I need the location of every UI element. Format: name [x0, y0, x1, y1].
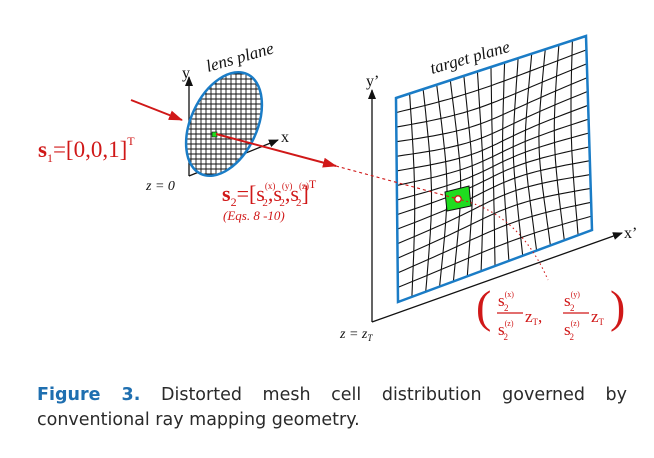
eqs-note: (Eqs. 8 -10) — [223, 208, 285, 223]
mapping-den-x: s(z) 2 — [498, 319, 514, 342]
incident-ray — [130, 99, 183, 121]
s2-label: s2=[s(x) 2,s(y) 2,s(z) 2]T — [222, 177, 317, 209]
mapping-den-y: s(z) 2 — [564, 319, 580, 342]
caption-text: Distorted mesh cell distribution governe… — [37, 385, 627, 430]
lens-y-label: y — [182, 65, 190, 82]
target-mesh-hline — [397, 201, 592, 274]
target-mesh-hline — [396, 132, 590, 201]
target-mesh-hline — [396, 90, 588, 157]
lens-rim — [184, 70, 264, 178]
caption-label: Figure 3. — [37, 385, 141, 405]
mapping-rparen: ) — [610, 281, 625, 332]
target-mesh-hline — [396, 63, 588, 128]
target-mesh-hline — [397, 187, 591, 259]
ray-mapping-diagram: lens plane target plane y x z = 0 y’ x’ … — [38, 34, 637, 343]
target-z-label: z = zT — [339, 327, 373, 343]
target-plane — [394, 34, 594, 304]
lens-z-label: z = 0 — [145, 179, 175, 194]
target-mesh-hline — [396, 104, 589, 172]
target-axes — [368, 89, 623, 323]
target-mesh — [395, 40, 592, 297]
target-y-label: y’ — [366, 73, 379, 90]
target-point — [454, 195, 462, 203]
s1-label: s1=[0,0,1]T — [38, 134, 135, 165]
target-mesh-hline — [396, 77, 588, 143]
target-x-label: x’ — [624, 225, 637, 242]
target-mesh-hline — [397, 160, 591, 230]
mapping-expression: ( s(x) 2 s(z) 2 zT, s(y) 2 s(z) 2 zT ) — [476, 281, 625, 342]
target-mesh-hline — [397, 174, 591, 245]
lens-x-label: x — [281, 129, 289, 146]
refracted-ray — [215, 133, 337, 168]
target-rim — [394, 34, 594, 304]
rays — [130, 99, 549, 281]
target-mesh-hline — [396, 118, 589, 186]
target-mesh-hline — [396, 146, 590, 216]
mapping-num-x: s(x) 2 — [498, 290, 514, 313]
target-x-axis — [371, 232, 623, 323]
lens-plane-label: lens plane — [204, 38, 276, 76]
target-mesh-hline — [397, 215, 592, 288]
mapping-num-y: s(y) 2 — [564, 290, 580, 313]
mapping-zt-x: zT, — [525, 307, 542, 327]
mapping-zt-y: zT — [591, 307, 605, 327]
figure-caption: Figure 3. Distorted mesh cell distributi… — [37, 383, 627, 433]
target-mesh-hline — [395, 49, 587, 114]
mapping-lparen: ( — [476, 281, 491, 332]
